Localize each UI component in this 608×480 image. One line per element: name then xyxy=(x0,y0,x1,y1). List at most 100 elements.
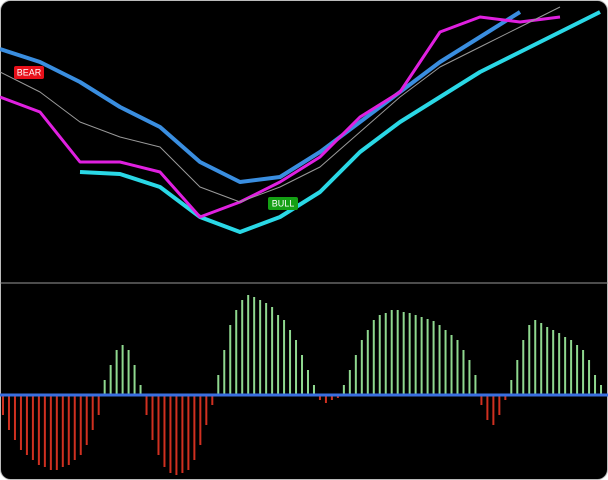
oscillator-bar xyxy=(582,350,585,395)
oscillator-bar xyxy=(420,317,423,395)
oscillator-bar xyxy=(133,365,136,395)
oscillator-bar xyxy=(468,360,471,395)
oscillator-bar xyxy=(588,360,591,395)
oscillator-bar xyxy=(157,395,160,455)
oscillator-bar xyxy=(295,340,298,395)
oscillator-bar xyxy=(103,380,106,395)
oscillator-bar xyxy=(139,385,142,395)
oscillator-bar xyxy=(289,330,292,395)
oscillator-bar xyxy=(390,310,393,395)
oscillator-bar xyxy=(91,395,94,430)
oscillator-bar xyxy=(594,375,597,395)
oscillator-bar xyxy=(456,340,459,395)
oscillator-bar xyxy=(432,321,435,395)
oscillator-bar xyxy=(534,320,537,395)
oscillator-bar xyxy=(558,333,561,395)
oscillator-bar xyxy=(330,395,333,400)
oscillator-bar xyxy=(55,395,58,470)
bear-box xyxy=(14,66,44,79)
bull-label: BULL xyxy=(272,198,295,208)
oscillator-bar xyxy=(115,350,118,395)
oscillator-bar xyxy=(247,295,250,395)
oscillator-bar xyxy=(259,300,262,395)
oscillator-bar xyxy=(2,395,4,415)
oscillator-bar xyxy=(97,395,100,415)
indicator-line xyxy=(0,6,561,203)
oscillator-bar xyxy=(79,395,82,455)
oscillator-bar xyxy=(324,395,327,403)
oscillator-bar xyxy=(19,395,22,450)
oscillator-bar xyxy=(426,319,429,395)
indicator-line xyxy=(79,10,601,234)
oscillator-bar xyxy=(384,313,387,395)
oscillator-bar xyxy=(121,345,124,395)
oscillator-bar xyxy=(283,320,286,395)
oscillator-bar xyxy=(223,350,226,395)
oscillator-bar xyxy=(366,330,369,395)
oscillator-bar xyxy=(277,315,280,395)
oscillator-bar xyxy=(462,350,465,395)
oscillator-bar xyxy=(199,395,202,445)
oscillator-bar xyxy=(265,303,268,395)
oscillator-bar xyxy=(145,395,148,415)
oscillator-bar xyxy=(306,370,309,395)
oscillator-bar xyxy=(528,325,531,395)
oscillator-bar xyxy=(31,395,34,460)
oscillator-bar xyxy=(504,395,507,400)
oscillator-bar xyxy=(25,395,28,455)
bull-box xyxy=(268,197,298,210)
oscillator-bar xyxy=(486,395,489,420)
oscillator-bar xyxy=(73,395,76,460)
oscillator-bar xyxy=(85,395,88,445)
oscillator-bar xyxy=(253,297,256,395)
oscillator-bar xyxy=(217,375,220,395)
oscillator-bar xyxy=(205,395,208,425)
oscillator-bar xyxy=(354,355,357,395)
oscillator-bar xyxy=(163,395,166,467)
oscillator-bar xyxy=(540,323,543,395)
oscillator-bar xyxy=(360,340,363,395)
oscillator-bar xyxy=(480,395,483,405)
oscillator-bar xyxy=(211,395,214,405)
oscillator-bar xyxy=(348,370,351,395)
indicator-line xyxy=(0,10,522,184)
oscillator-bar xyxy=(342,385,345,395)
oscillator-bar xyxy=(49,395,52,470)
oscillator-bar xyxy=(193,395,196,460)
bear-label: BEAR xyxy=(17,67,42,77)
oscillator-bar xyxy=(13,395,16,440)
oscillator-bar xyxy=(241,300,244,395)
oscillator-bar xyxy=(127,350,130,395)
oscillator-bar xyxy=(271,307,274,395)
oscillator-bar xyxy=(187,395,190,470)
oscillator-bar xyxy=(235,310,238,395)
oscillator-bar xyxy=(408,313,411,395)
oscillator-bar xyxy=(402,312,405,395)
oscillator-bar xyxy=(109,365,112,395)
oscillator-bar xyxy=(444,330,447,395)
oscillator-bar xyxy=(7,395,10,430)
oscillator-bar xyxy=(414,315,417,395)
oscillator-bar xyxy=(552,330,555,395)
oscillator-bar xyxy=(576,345,579,395)
oscillator-bar xyxy=(181,395,184,473)
oscillator-bar xyxy=(378,315,381,395)
oscillator-bar xyxy=(151,395,154,440)
oscillator-bar xyxy=(229,325,232,395)
oscillator-bar xyxy=(600,385,603,395)
oscillator-bar xyxy=(474,375,477,395)
oscillator-bar xyxy=(318,395,321,400)
oscillator-bar xyxy=(522,340,525,395)
indicator-line xyxy=(0,15,561,219)
oscillator-bar xyxy=(450,335,453,395)
oscillator-bar xyxy=(570,340,573,395)
oscillator-bar xyxy=(312,385,315,395)
oscillator-bar xyxy=(61,395,64,467)
oscillator-bar xyxy=(169,395,172,473)
oscillator-bar xyxy=(564,337,567,395)
oscillator-bar xyxy=(43,395,46,467)
oscillator-bar xyxy=(492,395,495,425)
